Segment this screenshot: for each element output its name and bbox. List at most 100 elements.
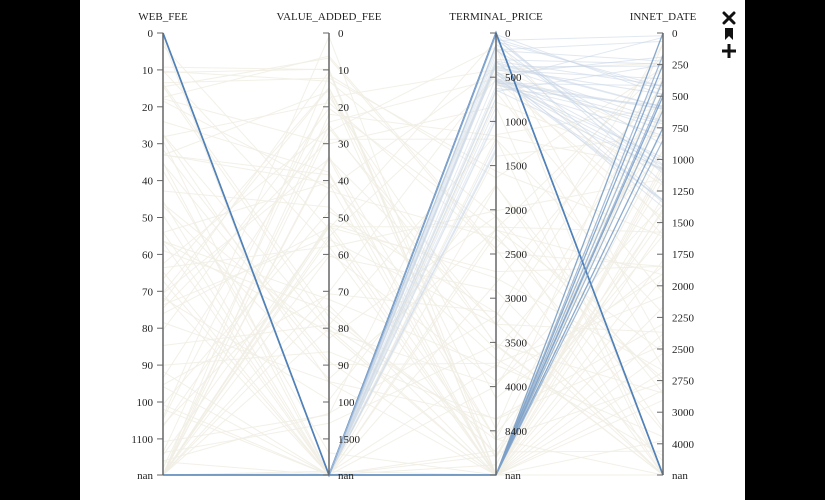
background-line xyxy=(328,142,497,476)
background-line xyxy=(162,54,664,250)
background-line xyxy=(328,150,497,476)
highlighted-line xyxy=(328,32,497,476)
tick-label: 50 xyxy=(338,213,350,225)
background-line xyxy=(162,46,664,476)
tick-label: 10 xyxy=(338,65,350,77)
tick-label: 1000 xyxy=(505,116,528,128)
background-line xyxy=(495,36,664,81)
bookmark-icon[interactable] xyxy=(720,25,738,43)
background-line xyxy=(162,364,664,476)
background-line xyxy=(162,107,664,346)
background-line xyxy=(495,35,664,41)
background-line xyxy=(495,60,664,204)
tick-label: 100 xyxy=(137,397,154,409)
tick-label: 1100 xyxy=(131,434,153,446)
tick-label: 1250 xyxy=(672,186,695,198)
background-line xyxy=(162,343,664,476)
tick-label: 750 xyxy=(672,123,689,135)
tick-label: 100 xyxy=(338,397,355,409)
tick-label: 3500 xyxy=(505,337,528,349)
tick-label: 0 xyxy=(148,28,154,40)
background-line xyxy=(162,211,664,476)
background-line xyxy=(162,133,664,476)
tick-label: 1500 xyxy=(672,218,695,230)
background-line xyxy=(162,70,664,476)
background-line xyxy=(495,38,664,174)
tick-label: 40 xyxy=(142,176,154,188)
background-line xyxy=(162,322,664,420)
tick-label: 1000 xyxy=(672,154,695,166)
tick-label: nan xyxy=(505,470,521,482)
background-line xyxy=(162,67,664,190)
background-line xyxy=(328,77,497,476)
background-line xyxy=(162,170,664,476)
tick-label: 20 xyxy=(338,102,350,114)
background-line xyxy=(162,77,664,237)
tick-label: 60 xyxy=(338,249,350,261)
tick-label: 2750 xyxy=(672,376,695,388)
tick-label: 0 xyxy=(505,28,511,40)
tick-label: 1500 xyxy=(338,434,361,446)
background-line xyxy=(162,43,664,462)
tick-label: 20 xyxy=(142,102,154,114)
tick-label: 2500 xyxy=(672,344,695,356)
tick-label: 50 xyxy=(142,213,154,225)
background-line xyxy=(495,38,664,91)
tick-label: 1500 xyxy=(505,161,528,173)
tick-label: 80 xyxy=(142,323,154,335)
background-line xyxy=(495,49,664,145)
background-line xyxy=(162,121,664,476)
tick-label: 4000 xyxy=(505,382,528,394)
highlighted-line xyxy=(495,54,664,476)
highlighted-line xyxy=(495,79,664,476)
background-line xyxy=(328,97,497,476)
background-line xyxy=(162,138,664,314)
tick-label: 60 xyxy=(142,249,154,261)
tick-label: 3000 xyxy=(672,407,695,419)
tick-label: 30 xyxy=(142,139,154,151)
highlighted-line xyxy=(495,139,664,476)
tick-label: 70 xyxy=(142,286,154,298)
background-line xyxy=(495,61,664,108)
background-line xyxy=(162,133,664,386)
axis-title: TERMINAL_PRICE xyxy=(449,11,543,23)
background-line xyxy=(495,69,664,80)
axis-title: WEB_FEE xyxy=(138,11,188,23)
background-line xyxy=(162,70,664,443)
background-line xyxy=(495,65,664,122)
axis-title: VALUE_ADDED_FEE xyxy=(277,11,382,23)
background-line xyxy=(162,103,664,476)
close-icon[interactable] xyxy=(720,9,738,27)
plus-icon[interactable] xyxy=(720,42,738,60)
axis-terminal-price: TERMINAL_PRICE 0 500 1000 1500 2000 2500 3000 35… xyxy=(449,11,543,482)
tick-label: 1750 xyxy=(672,249,695,261)
highlighted-line xyxy=(495,91,664,476)
background-line xyxy=(495,78,664,123)
axis-value-added-fee: VALUE_ADDED_FEE 0 10 20 30 40 50 60 70 80 90 100 150… xyxy=(277,11,382,482)
background-line xyxy=(495,63,664,108)
tick-label: 4000 xyxy=(672,439,695,451)
background-line xyxy=(162,71,664,476)
tick-label: 90 xyxy=(338,360,350,372)
tick-label: 3000 xyxy=(505,293,528,305)
background-line xyxy=(162,222,664,476)
background-line xyxy=(162,98,664,476)
tick-label: 250 xyxy=(672,60,689,72)
tick-label: 2250 xyxy=(672,312,695,324)
background-line xyxy=(162,163,664,366)
tick-label: 10 xyxy=(142,65,154,77)
background-line xyxy=(162,101,664,476)
tick-label: nan xyxy=(338,470,354,482)
background-line xyxy=(495,76,664,202)
background-line xyxy=(328,65,497,476)
background-line xyxy=(162,344,664,421)
tick-label: 0 xyxy=(672,28,678,40)
background-line xyxy=(162,306,664,476)
axis-title: INNET_DATE xyxy=(630,11,697,23)
background-line xyxy=(162,78,664,379)
background-line xyxy=(162,255,664,476)
background-line xyxy=(162,245,663,476)
highlighted-lines xyxy=(162,30,664,478)
background-line xyxy=(328,118,497,476)
highlighted-line xyxy=(163,127,664,476)
